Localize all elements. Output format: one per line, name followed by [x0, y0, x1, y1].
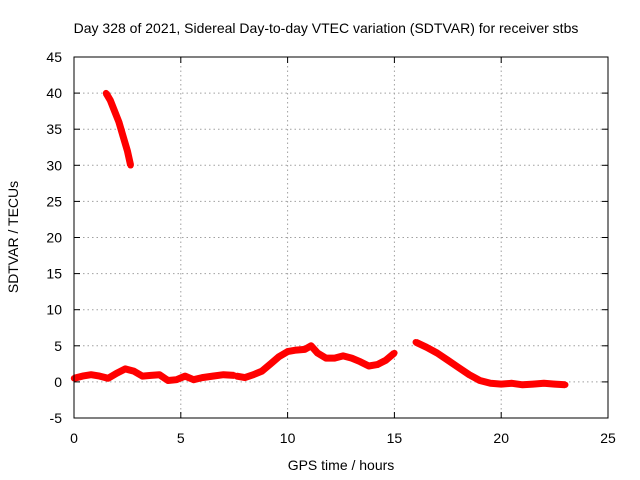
data-point — [119, 133, 127, 140]
data-point — [498, 380, 505, 388]
series-line-4 — [414, 339, 566, 389]
data-point — [258, 367, 266, 375]
data-point — [139, 372, 146, 380]
data-point — [391, 349, 398, 357]
data-point — [173, 376, 180, 383]
data-point — [104, 375, 112, 382]
data-point — [241, 374, 249, 381]
x-tick-label: 15 — [387, 430, 403, 446]
data-point — [562, 381, 569, 388]
data-point — [124, 147, 131, 155]
y-tick-label: -5 — [50, 410, 63, 426]
x-tick-label: 20 — [493, 430, 509, 446]
y-tick-label: 35 — [46, 121, 62, 137]
tick-layer: 0 5 10 15 20 25 -5 0 5 10 15 20 25 30 35 40 45 — [46, 49, 616, 446]
y-tick-label: 40 — [46, 85, 62, 101]
data-point — [164, 377, 172, 384]
series-line-1 — [102, 91, 135, 167]
data-point — [307, 342, 315, 349]
data-point — [220, 371, 227, 378]
data-point — [348, 354, 355, 362]
y-tick-label: 25 — [46, 193, 62, 209]
data-point — [209, 372, 217, 380]
x-axis-label: GPS time / hours — [288, 457, 395, 473]
data-point — [107, 97, 114, 104]
data-point — [198, 374, 206, 381]
y-tick-label: 0 — [54, 374, 62, 390]
data-point — [331, 354, 338, 362]
data-point — [87, 371, 95, 378]
y-tick-label: 30 — [46, 157, 62, 173]
y-tick-label: 10 — [46, 302, 62, 318]
y-tick-label: 20 — [46, 230, 62, 246]
data-point — [301, 346, 308, 353]
y-tick-label: 15 — [46, 266, 62, 282]
data-point — [423, 344, 430, 351]
data-point — [115, 118, 123, 126]
data-point — [540, 380, 548, 387]
y-axis-label: SDTVAR / TECUs — [5, 181, 21, 293]
data-point — [433, 349, 441, 357]
data-point — [314, 349, 321, 357]
data-point — [181, 372, 189, 380]
data-point — [122, 365, 129, 373]
series-layer — [70, 89, 569, 389]
data-point — [127, 162, 134, 169]
data-point — [284, 348, 291, 355]
data-point — [551, 380, 558, 388]
data-point — [322, 354, 330, 362]
data-point — [267, 360, 274, 368]
data-point — [455, 364, 462, 371]
x-tick-label: 0 — [70, 430, 78, 446]
x-tick-label: 10 — [280, 430, 296, 446]
data-point — [444, 357, 451, 364]
data-point — [374, 361, 381, 368]
data-point — [250, 371, 257, 378]
data-point — [292, 346, 300, 354]
data-point — [96, 372, 103, 380]
x-tick-label: 25 — [600, 430, 616, 446]
data-point — [233, 372, 240, 380]
data-point — [130, 367, 138, 375]
data-point — [519, 381, 526, 388]
data-point — [275, 353, 283, 360]
data-point — [465, 371, 473, 378]
data-point — [339, 352, 347, 360]
data-point — [476, 377, 484, 384]
data-point — [111, 107, 118, 115]
data-point — [365, 362, 372, 370]
chart-title: Day 328 of 2021, Sidereal Day-to-day VTE… — [74, 20, 579, 36]
data-point — [102, 89, 110, 97]
data-point — [156, 371, 163, 378]
data-point — [113, 370, 120, 377]
x-tick-label: 5 — [177, 430, 185, 446]
data-point — [508, 380, 516, 387]
data-point — [530, 380, 537, 388]
data-point — [412, 338, 419, 346]
data-point — [147, 372, 155, 379]
grid-layer — [74, 57, 608, 418]
data-point — [190, 376, 197, 383]
y-tick-label: 45 — [46, 49, 62, 65]
data-point — [382, 357, 390, 364]
y-tick-label: 5 — [54, 338, 62, 354]
data-point — [487, 380, 494, 387]
data-point — [79, 372, 86, 380]
data-point — [357, 358, 364, 365]
